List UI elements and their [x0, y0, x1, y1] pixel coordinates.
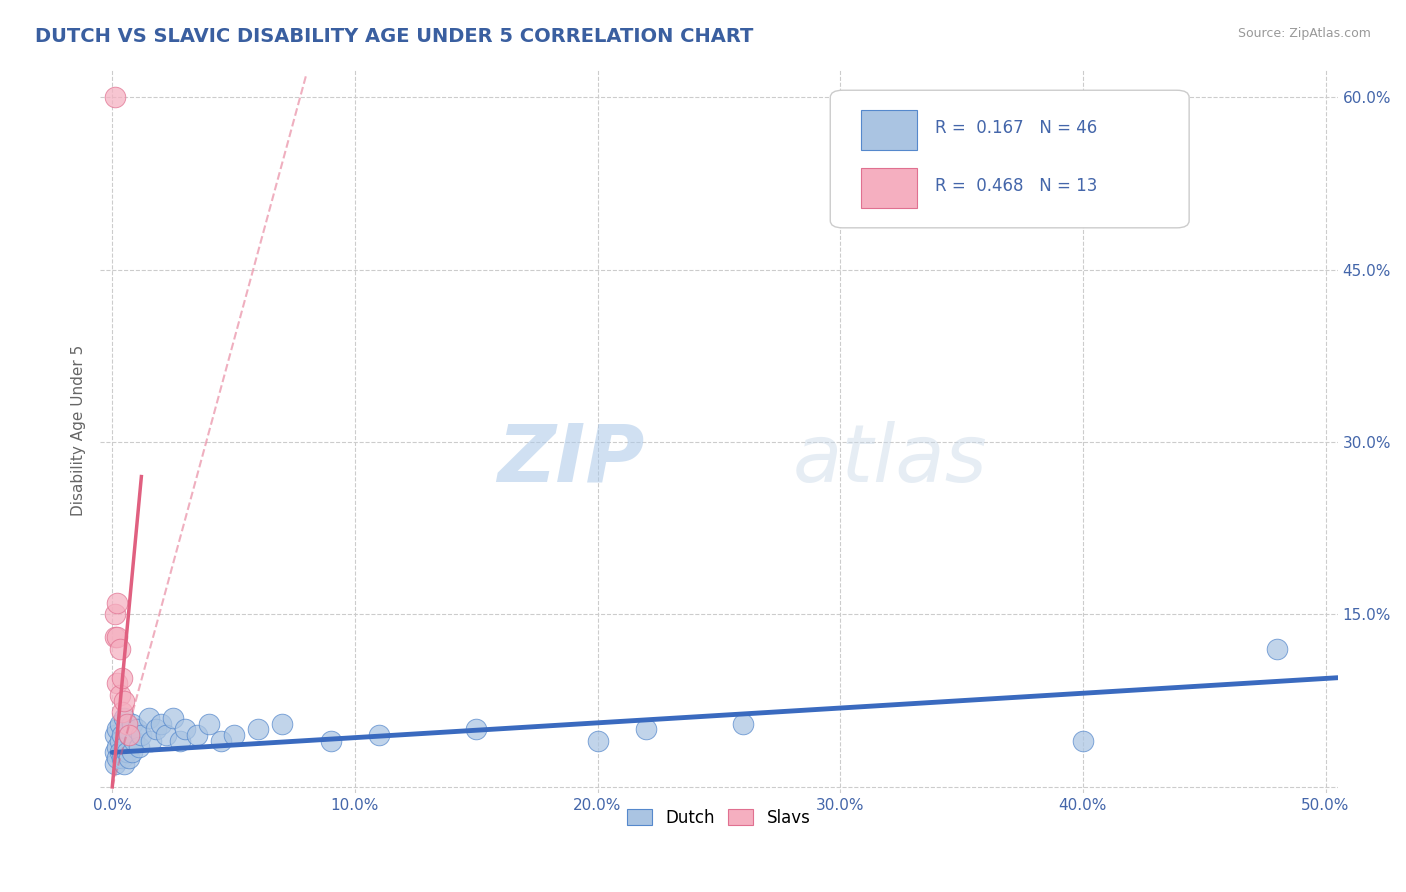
Point	[105, 596, 128, 610]
Point	[104, 607, 127, 622]
Point	[108, 642, 131, 657]
Point	[155, 728, 177, 742]
Point	[122, 734, 145, 748]
Point	[111, 671, 134, 685]
Point	[104, 631, 127, 645]
Y-axis label: Disability Age Under 5: Disability Age Under 5	[72, 345, 86, 516]
Point	[105, 676, 128, 690]
Text: R =  0.167   N = 46: R = 0.167 N = 46	[935, 120, 1098, 137]
Point	[108, 688, 131, 702]
Point	[246, 723, 269, 737]
Point	[115, 746, 138, 760]
Point	[636, 723, 658, 737]
Point	[104, 756, 127, 771]
Point	[198, 716, 221, 731]
Text: DUTCH VS SLAVIC DISABILITY AGE UNDER 5 CORRELATION CHART: DUTCH VS SLAVIC DISABILITY AGE UNDER 5 C…	[35, 27, 754, 45]
FancyBboxPatch shape	[862, 168, 917, 208]
Point	[104, 728, 127, 742]
Point	[105, 739, 128, 754]
Point	[1071, 734, 1094, 748]
Point	[271, 716, 294, 731]
FancyBboxPatch shape	[831, 90, 1189, 227]
Point	[111, 705, 134, 719]
Point	[105, 751, 128, 765]
Point	[118, 728, 141, 742]
Point	[112, 739, 135, 754]
Point	[105, 723, 128, 737]
Point	[1265, 642, 1288, 657]
Point	[465, 723, 488, 737]
Point	[108, 734, 131, 748]
Point	[111, 728, 134, 742]
Point	[131, 728, 153, 742]
Point	[108, 746, 131, 760]
Point	[145, 723, 167, 737]
Point	[115, 723, 138, 737]
Point	[139, 734, 162, 748]
Point	[118, 728, 141, 742]
Point	[319, 734, 342, 748]
Point	[138, 711, 160, 725]
Point	[186, 728, 208, 742]
Point	[104, 746, 127, 760]
Point	[112, 756, 135, 771]
Point	[112, 711, 135, 725]
Point	[125, 723, 148, 737]
Point	[162, 711, 184, 725]
Point	[733, 716, 755, 731]
Point	[118, 751, 141, 765]
Legend: Dutch, Slavs: Dutch, Slavs	[619, 800, 818, 835]
Point	[368, 728, 391, 742]
Point	[174, 723, 197, 737]
Point	[108, 716, 131, 731]
Text: ZIP: ZIP	[498, 420, 644, 499]
Point	[105, 631, 128, 645]
Point	[586, 734, 609, 748]
Point	[128, 739, 150, 754]
Point	[104, 90, 127, 104]
Point	[149, 716, 172, 731]
Point	[169, 734, 191, 748]
Text: Source: ZipAtlas.com: Source: ZipAtlas.com	[1237, 27, 1371, 40]
Text: R =  0.468   N = 13: R = 0.468 N = 13	[935, 178, 1098, 195]
Point	[222, 728, 245, 742]
Point	[111, 751, 134, 765]
Point	[112, 694, 135, 708]
Point	[121, 746, 143, 760]
Text: atlas: atlas	[793, 420, 988, 499]
FancyBboxPatch shape	[862, 111, 917, 150]
Point	[121, 716, 143, 731]
Point	[211, 734, 233, 748]
Point	[115, 716, 138, 731]
